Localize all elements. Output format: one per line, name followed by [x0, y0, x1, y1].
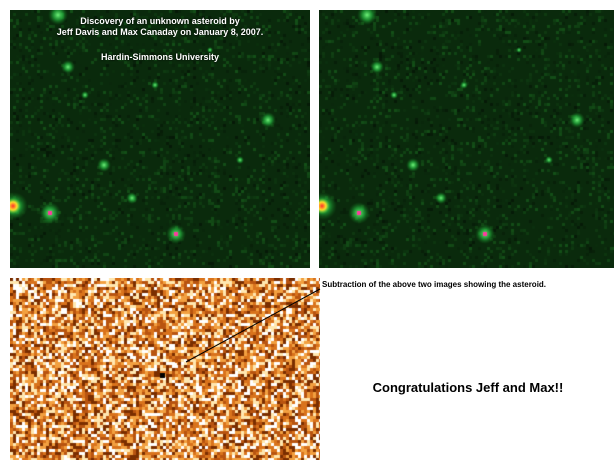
- star-field-canvas-second: [319, 10, 614, 268]
- star-field-image-first: Discovery of an unknown asteroid by Jeff…: [10, 10, 310, 268]
- subtraction-canvas: [10, 278, 320, 460]
- institution-label: Hardin-Simmons University: [100, 52, 220, 62]
- star-field-image-second: [319, 10, 614, 268]
- star-field-canvas-first: [10, 10, 310, 268]
- congratulations-message: Congratulations Jeff and Max!!: [372, 380, 564, 395]
- subtraction-image: [10, 278, 320, 460]
- subtraction-caption: Subtraction of the above two images show…: [322, 280, 547, 289]
- discovery-title-line-2: Jeff Davis and Max Canaday on January 8,…: [56, 27, 264, 37]
- discovery-title-line-1: Discovery of an unknown asteroid by: [80, 16, 240, 26]
